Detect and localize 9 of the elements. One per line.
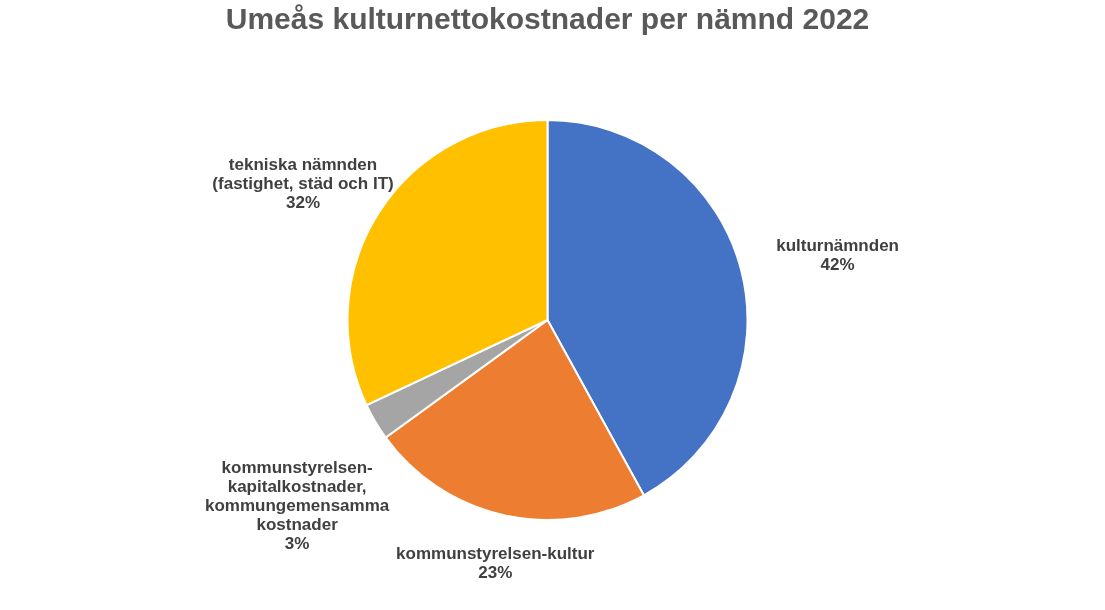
data-label: 3% <box>284 534 310 554</box>
slice-label: tekniska nämnden (fastighet, städ och IT) <box>212 154 394 193</box>
data-label: 42% <box>820 254 855 274</box>
data-label: 23% <box>478 562 513 582</box>
chart-title: Umeås kulturnettokostnader per nämnd 2022 <box>225 2 870 35</box>
slice-label: kommunstyrelsen-kultur <box>396 543 595 563</box>
slice-label: kulturnämnden <box>776 235 899 255</box>
slice-label: kommunstyrelsen-kapitalkostnader, kommungemensamma kostnader <box>205 458 390 535</box>
data-label: 32% <box>286 192 321 212</box>
